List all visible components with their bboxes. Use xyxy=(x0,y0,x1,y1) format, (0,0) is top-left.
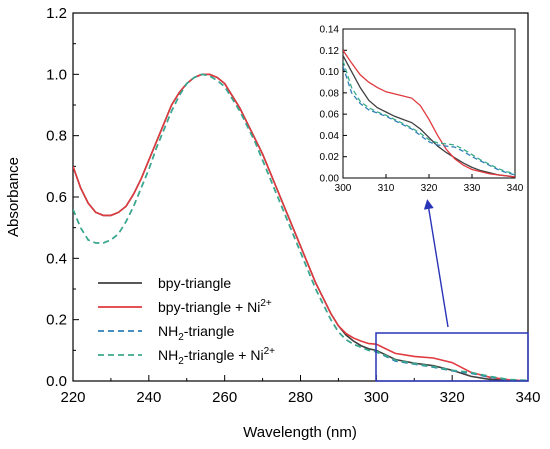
x-tick-label: 340 xyxy=(515,389,540,406)
x-tick-label: 260 xyxy=(212,389,237,406)
legend-label-tail: -triangle + Ni xyxy=(184,347,264,363)
inset-x-tick-label: 330 xyxy=(464,183,481,194)
main-axis-ticks: 220 240 260 280 300 320 340 0.0 0.2 0.4 0.6 0.8 1.0 1… xyxy=(46,5,540,406)
inset-axis-ticks: 300 310 320 330 340 0.00 0.02 0.04 0.06 0.08 0.10 0… xyxy=(320,25,524,195)
x-tick-label: 280 xyxy=(288,389,313,406)
legend-entry-label: bpy-triangle + Ni2+ xyxy=(158,298,272,315)
legend-label-superscript: 2+ xyxy=(260,298,272,309)
inset-series-line-0 xyxy=(343,55,515,178)
inset-y-tick-label: 0.06 xyxy=(320,110,340,121)
inset-y-tick-label: 0.14 xyxy=(320,25,340,36)
inset-chart: 300 310 320 330 340 0.00 0.02 0.04 0.06 0.08 0.10 0… xyxy=(320,25,524,195)
inset-series-line-1 xyxy=(343,49,515,178)
y-tick-label: 1.0 xyxy=(46,66,67,83)
y-tick-label: 0.4 xyxy=(46,250,67,267)
y-tick-label: 0.0 xyxy=(46,373,67,390)
legend-label-subscript: 2 xyxy=(178,332,184,343)
inset-y-tick-label: 0.02 xyxy=(320,152,340,163)
legend-entry-label: NH2-triangle xyxy=(158,323,235,343)
y-axis-label: Absorbance xyxy=(5,157,22,237)
inset-plot-frame xyxy=(342,28,516,179)
zoom-region-box xyxy=(375,332,529,382)
legend-label-subscript: 2 xyxy=(178,356,184,367)
legend-label-main: NH xyxy=(158,323,178,339)
inset-x-tick-label: 340 xyxy=(507,183,524,194)
inset-x-tick-label: 320 xyxy=(421,183,438,194)
legend-entry-label: NH2-triangle + Ni2+ xyxy=(158,346,275,367)
legend-label-main: NH xyxy=(158,347,178,363)
x-axis-label: Wavelength (nm) xyxy=(243,424,357,441)
y-tick-label: 0.2 xyxy=(46,312,67,329)
legend-label-main: bpy-triangle + Ni xyxy=(158,299,260,315)
inset-series-group xyxy=(343,49,515,178)
legend-label-tail: -triangle xyxy=(184,323,235,339)
y-tick-label: 0.6 xyxy=(46,189,67,206)
legend-label-main: bpy-triangle xyxy=(158,275,231,291)
x-tick-label: 300 xyxy=(364,389,389,406)
inset-y-tick-label: 0.04 xyxy=(320,131,340,142)
inset-series-line-3 xyxy=(343,60,515,175)
inset-x-tick-label: 300 xyxy=(335,183,352,194)
inset-y-tick-label: 0.12 xyxy=(320,46,340,57)
y-tick-label: 0.8 xyxy=(46,128,67,145)
y-tick-label: 1.2 xyxy=(46,5,67,22)
inset-y-tick-label: 0.10 xyxy=(320,67,340,78)
inset-y-tick-label: 0.00 xyxy=(320,174,340,185)
inset-x-tick-label: 310 xyxy=(378,183,395,194)
x-tick-label: 320 xyxy=(440,389,465,406)
x-tick-label: 240 xyxy=(136,389,161,406)
legend-label-superscript: 2+ xyxy=(264,346,276,357)
inset-y-tick-label: 0.08 xyxy=(320,88,340,99)
x-tick-label: 220 xyxy=(60,389,85,406)
inset-series-line-2 xyxy=(343,66,515,176)
zoom-arrow xyxy=(423,199,449,328)
legend-entry-label: bpy-triangle xyxy=(158,275,231,291)
